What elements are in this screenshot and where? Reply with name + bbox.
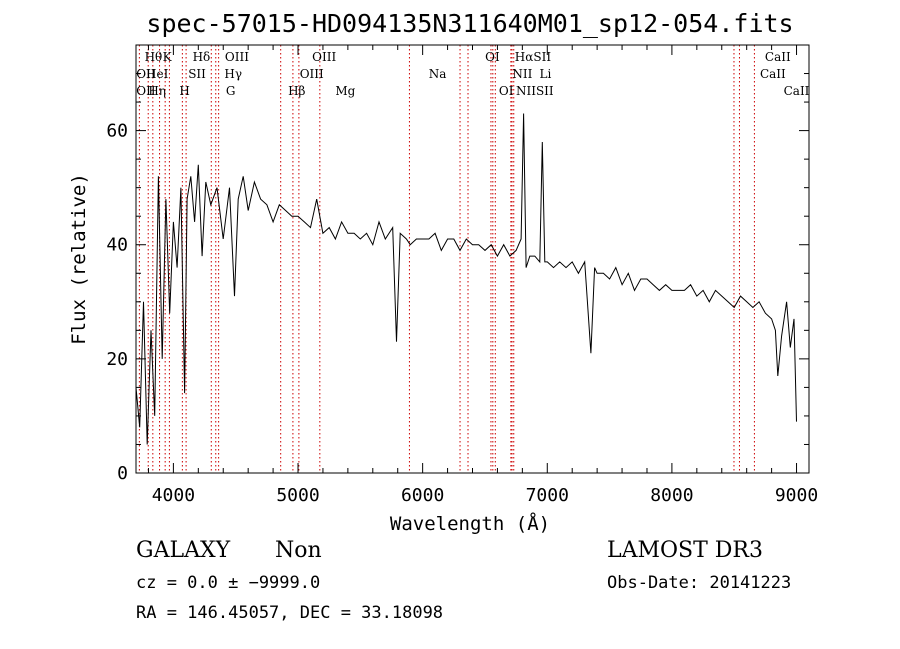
line-label: Li [540, 67, 552, 81]
line-label: Hγ [224, 67, 242, 81]
line-label: CaII [765, 50, 791, 64]
x-tick-label: 4000 [152, 485, 195, 506]
line-label: OIII [225, 50, 249, 64]
obs-date: Obs-Date: 20141223 [607, 573, 792, 593]
redshift-cz: cz = 0.0 ± −9999.0 [136, 573, 321, 593]
object-class: GALAXY [136, 538, 231, 563]
line-label: Hθ [145, 50, 163, 64]
series-flux [135, 113, 797, 445]
line-label: NII [512, 67, 532, 81]
chart-title: spec-57015-HD094135N311640M01_sp12-054.f… [146, 9, 793, 38]
line-label: CaII [760, 67, 786, 81]
x-tick-label: 9000 [775, 485, 818, 506]
line-label: OI [485, 50, 500, 64]
object-subclass: Non [275, 538, 322, 563]
y-tick-label: 40 [106, 235, 128, 256]
line-label: SII [188, 67, 206, 81]
line-label: H [179, 84, 189, 98]
line-label: NIISII [516, 84, 554, 98]
coordinates: RA = 146.45057, DEC = 33.18098 [136, 603, 444, 623]
line-label: HαSII [515, 50, 552, 64]
y-tick-label: 0 [117, 463, 128, 484]
plot-frame [135, 44, 810, 474]
line-label: OIII [312, 50, 336, 64]
line-label: OI [499, 84, 514, 98]
x-tick-label: 7000 [526, 485, 569, 506]
y-tick-label: 20 [106, 349, 128, 370]
axes: 4000 5000 6000 7000 8000 9000 0 20 40 60 [106, 44, 818, 506]
series-layer [135, 113, 797, 445]
line-label: OII [136, 84, 156, 98]
line-label: CaII [784, 84, 810, 98]
spectral-line-markers [138, 45, 755, 473]
line-label: Hδ [193, 50, 211, 64]
line-label: Hη [148, 84, 166, 98]
line-label: K [163, 50, 173, 64]
x-tick-label: 8000 [650, 485, 693, 506]
line-label: OIII [300, 67, 324, 81]
y-axis-label: Flux (relative) [68, 173, 90, 345]
x-tick-label: 5000 [276, 485, 319, 506]
line-label: Mg [335, 84, 355, 98]
line-label: G [226, 84, 236, 98]
y-tick-label: 60 [106, 121, 128, 142]
line-label: Hβ [288, 84, 305, 98]
x-tick-label: 6000 [401, 485, 444, 506]
line-label: HeI [146, 67, 169, 81]
line-label: Na [429, 67, 447, 81]
line-label: OII [136, 67, 156, 81]
x-axis-label: Wavelength (Å) [390, 512, 550, 535]
survey-name: LAMOST DR3 [607, 538, 763, 563]
